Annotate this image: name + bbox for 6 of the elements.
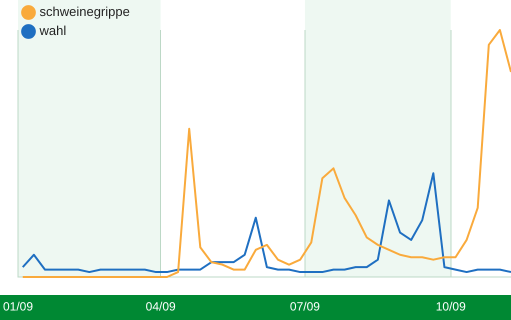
x-tick-label: 04/09	[146, 300, 176, 314]
x-tick-label: 10/09	[436, 300, 466, 314]
x-tick-label: 01/09	[2, 300, 34, 314]
x-tick-label: 07/09	[290, 300, 320, 314]
legend-label: wahl	[38, 23, 66, 38]
legend-label: schweinegrippe	[40, 4, 130, 20]
